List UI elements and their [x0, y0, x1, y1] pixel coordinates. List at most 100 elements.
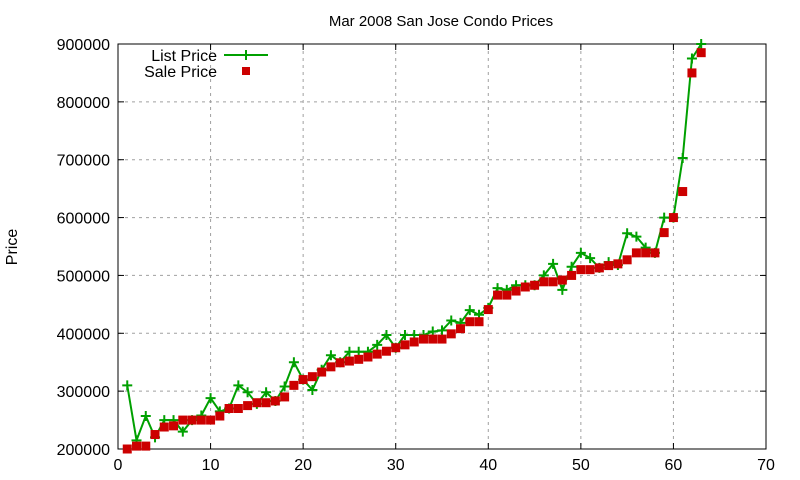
sale-price-point [474, 317, 484, 327]
ticks: 0 10 20 30 40 50 60 70 200000 300000 400000 500000 6… [57, 37, 775, 474]
sale-price-point [437, 334, 447, 344]
list-price-point [575, 247, 586, 258]
list-price-point [548, 258, 559, 269]
list-price-point [399, 330, 410, 341]
sale-price-point [326, 362, 336, 372]
sale-price-point [132, 441, 142, 451]
y-tick-label: 300000 [57, 384, 110, 401]
sale-price-point [650, 248, 660, 258]
sale-price-point [585, 265, 595, 275]
legend-label-list-price: List Price [151, 48, 217, 65]
sale-price-point [678, 187, 688, 197]
list-price-point [686, 53, 697, 64]
sale-price-point [252, 398, 262, 408]
y-tick-label: 200000 [57, 442, 110, 459]
sale-price-point [224, 404, 234, 413]
sale-price-point [557, 275, 567, 285]
sale-price-point [567, 270, 577, 280]
sale-price-point [409, 337, 419, 347]
sale-price-point [261, 398, 271, 408]
list-price-point [288, 357, 299, 368]
sale-price-point [233, 404, 243, 413]
list-price-point [261, 387, 272, 398]
sale-price-point [206, 415, 216, 425]
legend-label-sale-price: Sale Price [144, 64, 217, 81]
sale-price-point [159, 422, 169, 432]
sale-price-point [298, 375, 308, 385]
list-price-point [325, 350, 336, 361]
list-price-point [566, 261, 577, 272]
list-price-point [437, 325, 447, 336]
sale-price-point [372, 349, 382, 359]
chart-title: Mar 2008 San Jose Condo Prices [329, 13, 553, 30]
list-price-point [177, 426, 188, 437]
list-price-point [677, 152, 688, 163]
sale-price-point [141, 441, 151, 451]
list-price-point [344, 346, 355, 357]
sale-price-point [493, 290, 503, 300]
x-tick-label: 10 [202, 457, 220, 474]
sale-price-point [631, 248, 641, 258]
sale-price-point [613, 259, 623, 269]
x-tick-label: 50 [572, 457, 590, 474]
x-tick-label: 70 [757, 457, 775, 474]
sale-price-point [641, 248, 651, 258]
list-price-point [242, 387, 253, 398]
sale-price-point [289, 380, 299, 390]
sale-price-point [530, 280, 540, 290]
sale-price-point [687, 68, 697, 78]
y-tick-label: 700000 [57, 153, 110, 170]
sale-price-point [428, 334, 438, 344]
plot-frame [117, 43, 767, 450]
sale-price-point [465, 317, 475, 327]
sale-price-point [363, 352, 373, 362]
sale-price-point [381, 346, 391, 356]
list-price-point [140, 411, 151, 422]
sale-price-point [520, 282, 530, 292]
list-price-point [122, 380, 133, 391]
sale-price-point [604, 261, 614, 271]
sale-price-point [539, 277, 549, 287]
sale-price-point [178, 415, 188, 425]
list-price-point [307, 384, 318, 395]
sale-price-point [446, 329, 456, 339]
sale-price-point [243, 401, 253, 411]
sale-price-point [344, 356, 354, 366]
sale-price-point [576, 265, 586, 275]
list-price-line [126, 43, 703, 445]
y-tick-label: 800000 [57, 95, 110, 112]
x-tick-label: 40 [479, 457, 497, 474]
sale-price-point [622, 255, 632, 265]
sale-price-point [594, 263, 604, 273]
y-tick-label: 600000 [57, 211, 110, 228]
sale-price-point [548, 277, 558, 287]
list-price-point [659, 212, 670, 223]
sale-price-point [418, 334, 428, 344]
sale-price-point [400, 340, 410, 350]
list-price-point [585, 253, 596, 264]
y-tick-label: 900000 [57, 37, 110, 54]
sale-price-point [317, 367, 327, 377]
list-price-point [381, 330, 392, 341]
list-price-point [631, 231, 642, 242]
sale-price-point [215, 411, 225, 421]
sale-price-point [668, 213, 678, 223]
sale-price-point [122, 444, 132, 454]
list-price-point [696, 39, 707, 49]
legend-marker-list-price [241, 50, 251, 60]
sale-price-point [502, 290, 512, 300]
legend: List Price Sale Price [144, 48, 268, 81]
sale-price-point [335, 358, 345, 368]
sale-price-point [696, 48, 706, 58]
sale-price-point [354, 354, 364, 364]
y-tick-label: 500000 [57, 268, 110, 285]
list-price-point [279, 381, 290, 392]
list-price-point [557, 284, 568, 295]
sale-price-point [169, 421, 179, 431]
x-tick-label: 60 [665, 457, 683, 474]
legend-marker-sale-price [242, 67, 250, 75]
sale-price-point [511, 286, 521, 296]
sale-price-point [456, 324, 466, 334]
sale-price-point [187, 415, 197, 425]
